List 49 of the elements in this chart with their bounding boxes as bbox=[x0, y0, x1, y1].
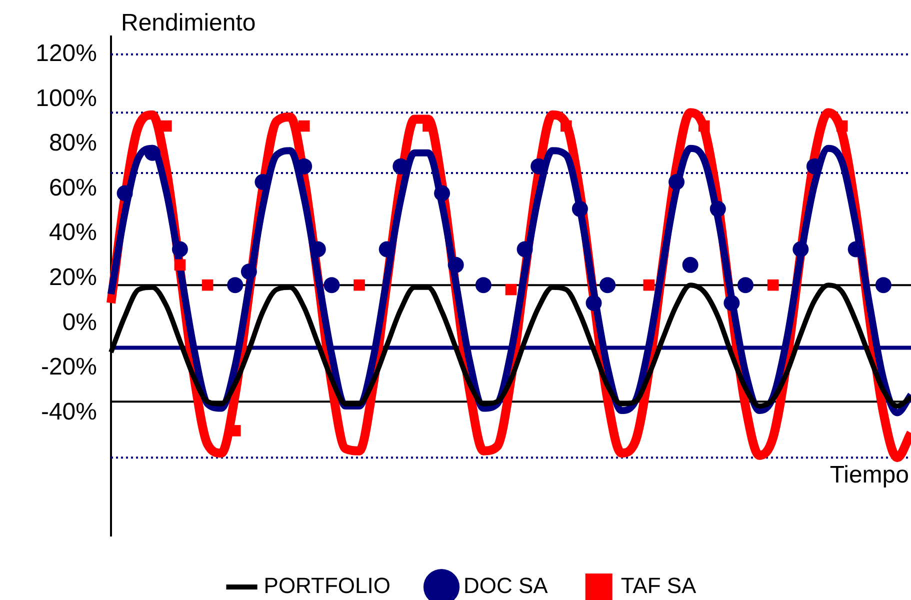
point bbox=[767, 279, 779, 291]
y-tick-label: 20% bbox=[48, 264, 97, 291]
y-tick-label: 120% bbox=[36, 40, 97, 67]
y-tick-label: 80% bbox=[48, 130, 97, 157]
legend-label: DOC SA bbox=[464, 573, 548, 598]
point bbox=[172, 241, 188, 258]
point bbox=[668, 174, 685, 190]
point bbox=[227, 277, 244, 294]
point bbox=[572, 200, 588, 217]
point bbox=[560, 120, 572, 132]
y-tick-label: 0% bbox=[62, 308, 97, 336]
point bbox=[586, 295, 602, 312]
legend-label: TAF SA bbox=[620, 573, 697, 598]
legend-label: PORTFOLIO bbox=[264, 573, 391, 598]
y-tick-label: -20% bbox=[40, 354, 97, 381]
y-tick-label: 100% bbox=[36, 84, 97, 112]
point bbox=[475, 277, 492, 294]
point bbox=[240, 264, 257, 280]
x-axis-title: Tiempo bbox=[830, 462, 909, 489]
point bbox=[724, 295, 740, 312]
point bbox=[324, 277, 340, 294]
y-tick-label: -40% bbox=[40, 398, 97, 426]
y-tick-label: 40% bbox=[48, 219, 97, 246]
point bbox=[848, 241, 864, 258]
point bbox=[806, 158, 822, 174]
point bbox=[792, 241, 809, 258]
point bbox=[448, 256, 464, 273]
point bbox=[516, 241, 533, 258]
point bbox=[202, 279, 214, 291]
point bbox=[354, 279, 365, 291]
point bbox=[698, 120, 710, 132]
point bbox=[875, 277, 892, 294]
point bbox=[710, 200, 726, 217]
point bbox=[737, 277, 754, 294]
point bbox=[682, 256, 698, 273]
y-axis-title: Rendimiento bbox=[121, 10, 256, 37]
point bbox=[643, 279, 655, 291]
point bbox=[836, 120, 848, 132]
point bbox=[505, 284, 517, 296]
point bbox=[116, 185, 133, 202]
y-tick-label: 60% bbox=[48, 174, 97, 202]
point bbox=[600, 277, 616, 294]
point bbox=[298, 120, 310, 132]
point bbox=[310, 241, 326, 258]
point bbox=[378, 241, 395, 258]
point bbox=[160, 120, 172, 132]
point bbox=[434, 185, 450, 202]
point bbox=[174, 259, 186, 271]
point bbox=[144, 144, 160, 161]
